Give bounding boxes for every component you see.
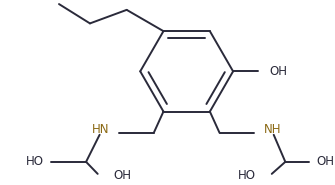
Text: HN: HN <box>92 123 109 136</box>
Text: OH: OH <box>113 169 131 182</box>
Text: NH: NH <box>264 123 281 136</box>
Text: HO: HO <box>238 169 256 182</box>
Text: HO: HO <box>25 155 44 168</box>
Text: OH: OH <box>270 65 288 78</box>
Text: OH: OH <box>316 155 334 168</box>
